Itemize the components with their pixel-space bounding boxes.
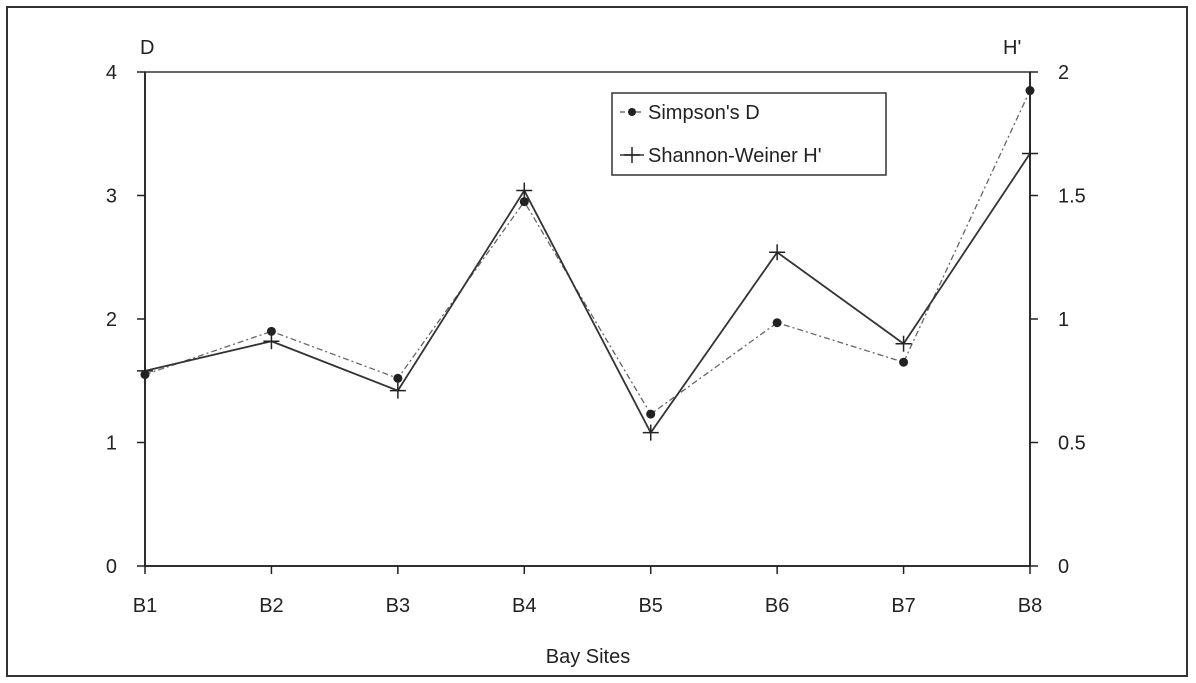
series-simpson-point-B2: [266, 326, 276, 336]
series-simpson-point-B5: [646, 409, 656, 419]
legend-marker-simpson: [628, 108, 636, 116]
series-layer: [137, 86, 1038, 441]
y-right-tick-label-3: 1.5: [1058, 186, 1086, 208]
series-shannon-line: [144, 153, 1031, 435]
x-tick-label-5: B6: [765, 595, 789, 617]
y-left-tick-label-0: 0: [106, 556, 117, 578]
y-right-tick-label-4: 2: [1058, 62, 1069, 84]
x-tick-label-0: B1: [133, 595, 157, 617]
y-left-tick-label-1: 1: [106, 433, 117, 455]
x-tick-label-1: B2: [259, 595, 283, 617]
series-shannon-point-B2: [263, 333, 280, 350]
series-shannon-point-B8: [1022, 145, 1038, 162]
y-right-tick-label-2: 1: [1058, 309, 1069, 331]
series-simpson-line: [144, 90, 1031, 416]
series-simpson-point-B6: [772, 318, 782, 328]
series-shannon-point-B6: [769, 244, 786, 261]
axes: 0 1 2 3 4 0 0.5 1 1.5 2 B1 B2 B3 B4 B5 B6 B7 B8: [106, 62, 1086, 617]
series-shannon-point-B4: [516, 182, 533, 199]
series-simpson-point-B3: [393, 373, 403, 383]
series-shannon-point-B3: [389, 382, 406, 399]
legend-label-simpson: Simpson's D: [648, 102, 760, 124]
series-simpson-point-B7: [899, 357, 909, 367]
legend-box: [611, 92, 887, 176]
x-axis-label: Bay Sites: [546, 646, 630, 668]
series-shannon-point-B1: [137, 362, 153, 379]
y-left-tick-label-3: 3: [106, 186, 117, 208]
y-left-tick-label-4: 4: [106, 62, 117, 84]
series-shannon-point-B5: [642, 424, 659, 441]
series-simpson-point-B8: [1025, 86, 1035, 96]
y-right-tick-label-0: 0: [1058, 556, 1069, 578]
legend-label-shannon: Shannon-Weiner H': [648, 145, 822, 167]
y-right-tick-label-1: 0.5: [1058, 433, 1086, 455]
legend: Simpson's D Shannon-Weiner H': [611, 92, 887, 176]
x-tick-label-3: B4: [512, 595, 536, 617]
y-left-tick-label-2: 2: [106, 309, 117, 331]
x-tick-label-4: B5: [638, 595, 662, 617]
y-left-axis-label: D: [140, 37, 154, 59]
x-tick-label-2: B3: [386, 595, 410, 617]
x-tick-label-6: B7: [891, 595, 915, 617]
x-tick-label-7: B8: [1018, 595, 1042, 617]
series-shannon-point-B7: [895, 335, 912, 352]
plot-area: [144, 71, 1031, 567]
series-simpson-point-B4: [519, 197, 529, 207]
y-right-axis-label: H': [1003, 37, 1021, 59]
